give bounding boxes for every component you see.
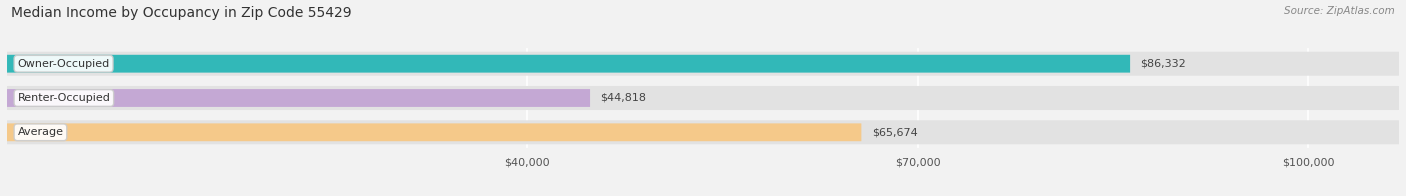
FancyBboxPatch shape [7,86,1399,110]
FancyBboxPatch shape [7,55,1130,73]
Text: Median Income by Occupancy in Zip Code 55429: Median Income by Occupancy in Zip Code 5… [11,6,352,20]
FancyBboxPatch shape [7,120,1399,144]
Text: $65,674: $65,674 [872,127,918,137]
Text: $44,818: $44,818 [600,93,647,103]
Text: $86,332: $86,332 [1140,59,1187,69]
Text: Source: ZipAtlas.com: Source: ZipAtlas.com [1284,6,1395,16]
Text: Average: Average [17,127,63,137]
FancyBboxPatch shape [7,52,1399,76]
Text: Renter-Occupied: Renter-Occupied [17,93,110,103]
FancyBboxPatch shape [7,123,862,141]
FancyBboxPatch shape [7,89,591,107]
Text: Owner-Occupied: Owner-Occupied [17,59,110,69]
